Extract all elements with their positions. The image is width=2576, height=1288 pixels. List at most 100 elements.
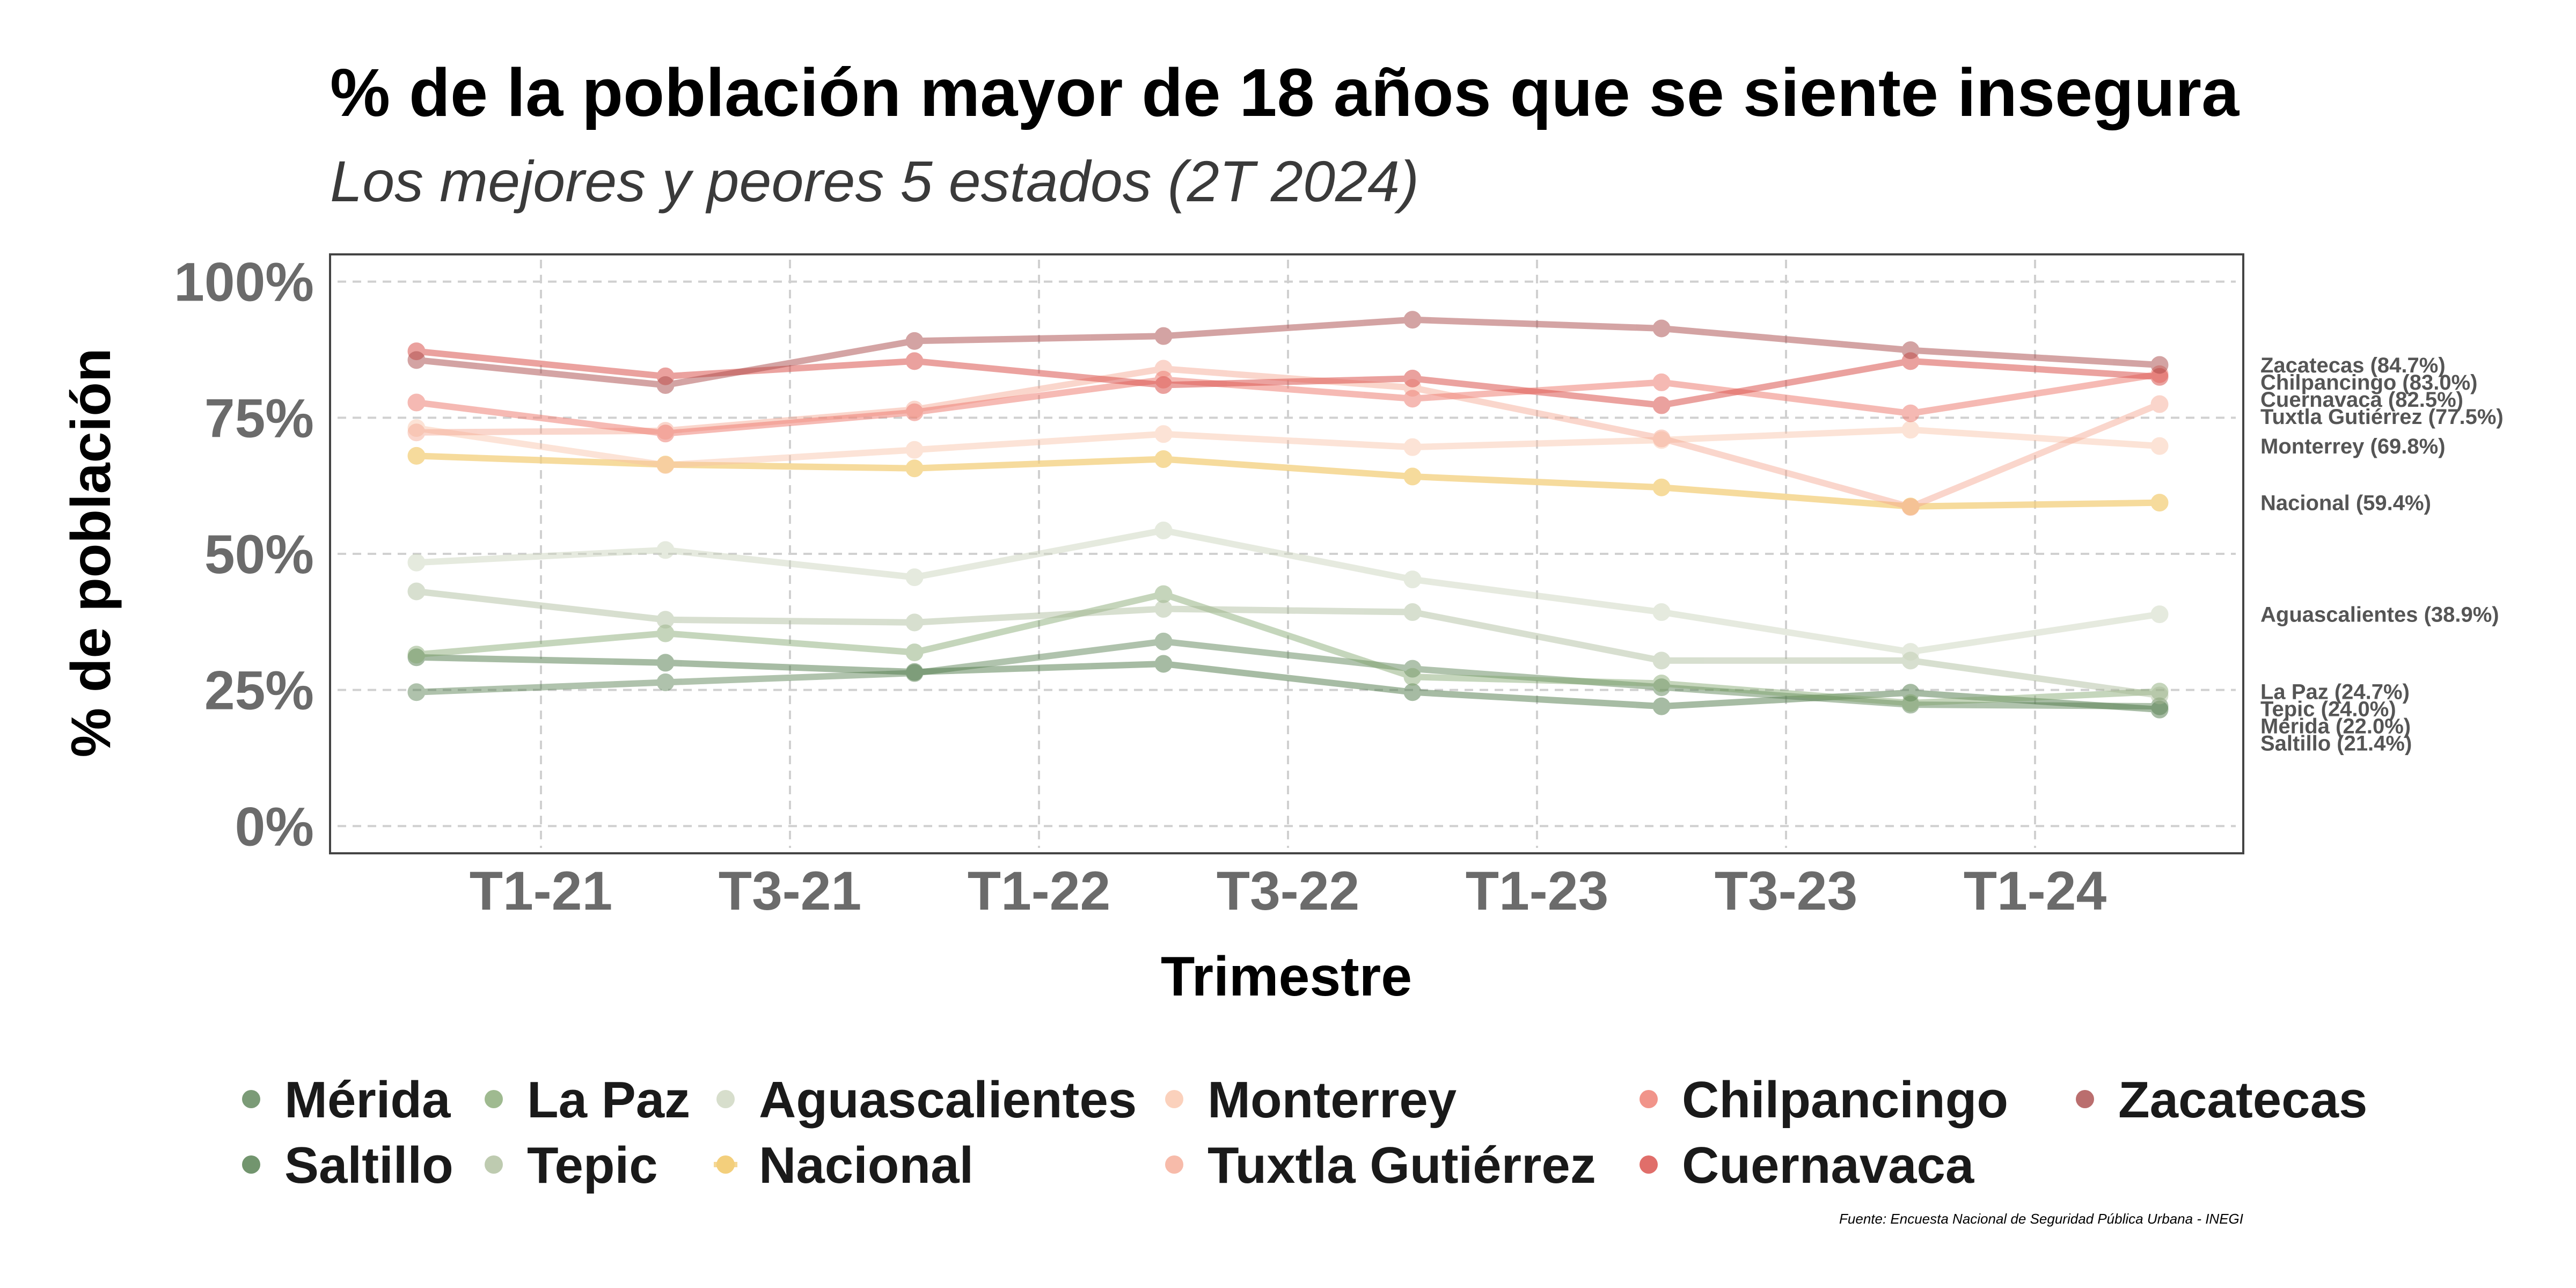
data-point-chilpancingo (656, 425, 675, 443)
y-tick-label: 25% (204, 660, 314, 721)
legend-swatch (242, 1155, 260, 1174)
plot-frame (329, 253, 2244, 854)
series-la-paz (407, 585, 2169, 712)
legend-item: Cuernavaca (1640, 1137, 1974, 1194)
data-point-la-paz (1403, 668, 1422, 686)
y-axis-title: % de población (60, 348, 122, 758)
data-point-nacional (656, 456, 675, 474)
x-tick-label: T3-23 (1715, 860, 1857, 921)
data-point-tepic (1154, 599, 1173, 618)
data-point-saltillo (1652, 697, 1671, 715)
data-point-zacatecas (407, 351, 426, 369)
data-point-merida (1652, 678, 1671, 697)
data-point-zacatecas (1652, 319, 1671, 338)
legend-swatch (1640, 1090, 1658, 1108)
y-tick-label: 100% (174, 252, 314, 313)
legend-swatch (716, 1090, 735, 1108)
data-point-tuxtla-gutierrez (1901, 498, 1920, 516)
data-point-tepic (407, 582, 426, 601)
series-saltillo (407, 648, 2169, 719)
data-point-nacional (1403, 467, 1422, 486)
data-point-zacatecas (1154, 327, 1173, 345)
legend-item: Tepic (485, 1137, 658, 1194)
data-point-saltillo (905, 663, 924, 681)
data-point-aguascalientes (1154, 521, 1173, 539)
legend-swatch (2076, 1090, 2094, 1108)
series-line-tepic (413, 588, 2163, 699)
end-label: Chilpancingo (83.0%) (2260, 371, 2478, 394)
legend: Mérida La Paz Aguascalientes Monterrey Chilp… (242, 1071, 2367, 1194)
chart-title: % de la población mayor de 18 años que s… (330, 55, 2240, 130)
x-axis: T1-21 T3-21 T1-22 T3-22 T1-23 T3-23 T1-24 (470, 860, 2107, 921)
data-point-tepic (905, 613, 924, 632)
legend-item: Nacional (714, 1137, 974, 1194)
data-point-cuernavaca (1403, 369, 1422, 387)
data-point-cuernavaca (905, 352, 924, 370)
legend-label: Nacional (759, 1137, 974, 1194)
data-point-la-paz (407, 646, 426, 664)
data-point-nacional (1154, 450, 1173, 468)
legend-swatch (1165, 1090, 1183, 1108)
series-line-nacional (413, 452, 2163, 510)
data-point-saltillo (407, 648, 426, 667)
data-point-saltillo (1901, 684, 1920, 702)
series-line-cuernavaca (413, 348, 2163, 409)
data-point-chilpancingo (1403, 390, 1422, 408)
data-point-zacatecas (1403, 311, 1422, 329)
data-point-monterrey (1901, 421, 1920, 439)
data-point-monterrey (656, 456, 675, 474)
legend-label: La Paz (527, 1071, 690, 1129)
data-point-zacatecas (1901, 341, 1920, 360)
x-tick-label: T1-22 (968, 860, 1110, 921)
chart-subtitle: Los mejores y peores 5 estados (2T 2024) (330, 149, 1419, 214)
series-line-chilpancingo (413, 371, 2163, 437)
legend-swatch (485, 1090, 503, 1108)
data-point-chilpancingo (905, 403, 924, 421)
data-point-chilpancingo (407, 393, 426, 412)
data-point-nacional (905, 459, 924, 478)
data-point-saltillo (1154, 655, 1173, 673)
end-label: Aguascalientes (38.9%) (2260, 603, 2499, 627)
data-point-tuxtla-gutierrez (2150, 395, 2169, 413)
data-point-la-paz (2150, 683, 2169, 701)
legend-label: Mérida (284, 1071, 451, 1129)
data-point-monterrey (1154, 425, 1173, 443)
data-point-tepic (2150, 686, 2169, 705)
y-tick-label: 75% (204, 387, 314, 449)
series-monterrey (407, 419, 2169, 474)
series-line-zacatecas (413, 316, 2163, 389)
x-tick-label: T1-23 (1466, 860, 1608, 921)
legend-label: Cuernavaca (1682, 1137, 1974, 1194)
data-point-nacional (407, 447, 426, 465)
data-point-monterrey (1652, 431, 1671, 449)
legend-label: Tepic (527, 1137, 658, 1194)
legend-swatch (716, 1155, 735, 1174)
data-point-merida (1154, 632, 1173, 650)
legend-label: Tuxtla Gutiérrez (1208, 1137, 1596, 1194)
data-point-zacatecas (2150, 356, 2169, 374)
data-point-merida (656, 673, 675, 691)
data-point-la-paz (1901, 694, 1920, 712)
series-nacional (407, 447, 2169, 516)
end-labels: Zacatecas (84.7%)Chilpancingo (83.0%)Cue… (2260, 354, 2504, 756)
data-point-saltillo (656, 654, 675, 672)
legend-item: Saltillo (242, 1137, 453, 1194)
data-point-nacional (2150, 494, 2169, 512)
end-label: Monterrey (69.8%) (2260, 435, 2446, 458)
data-point-tuxtla-gutierrez (1652, 429, 1671, 448)
series-line-aguascalientes (413, 527, 2163, 655)
data-point-nacional (1652, 478, 1671, 496)
legend-item: Chilpancingo (1640, 1071, 2008, 1129)
series-line-merida (413, 638, 2163, 710)
data-point-zacatecas (905, 332, 924, 350)
data-point-monterrey (1403, 438, 1422, 456)
end-label: La Paz (24.7%) (2260, 680, 2410, 704)
series-tepic (407, 582, 2169, 705)
legend-label: Aguascalientes (759, 1071, 1137, 1129)
data-point-tepic (656, 611, 675, 629)
y-axis: 0% 25% 50% 75% 100% (174, 252, 314, 858)
legend-item: Zacatecas (2076, 1071, 2367, 1129)
y-tick-label: 50% (204, 524, 314, 585)
data-point-tepic (1652, 652, 1671, 670)
data-point-la-paz (1652, 674, 1671, 692)
